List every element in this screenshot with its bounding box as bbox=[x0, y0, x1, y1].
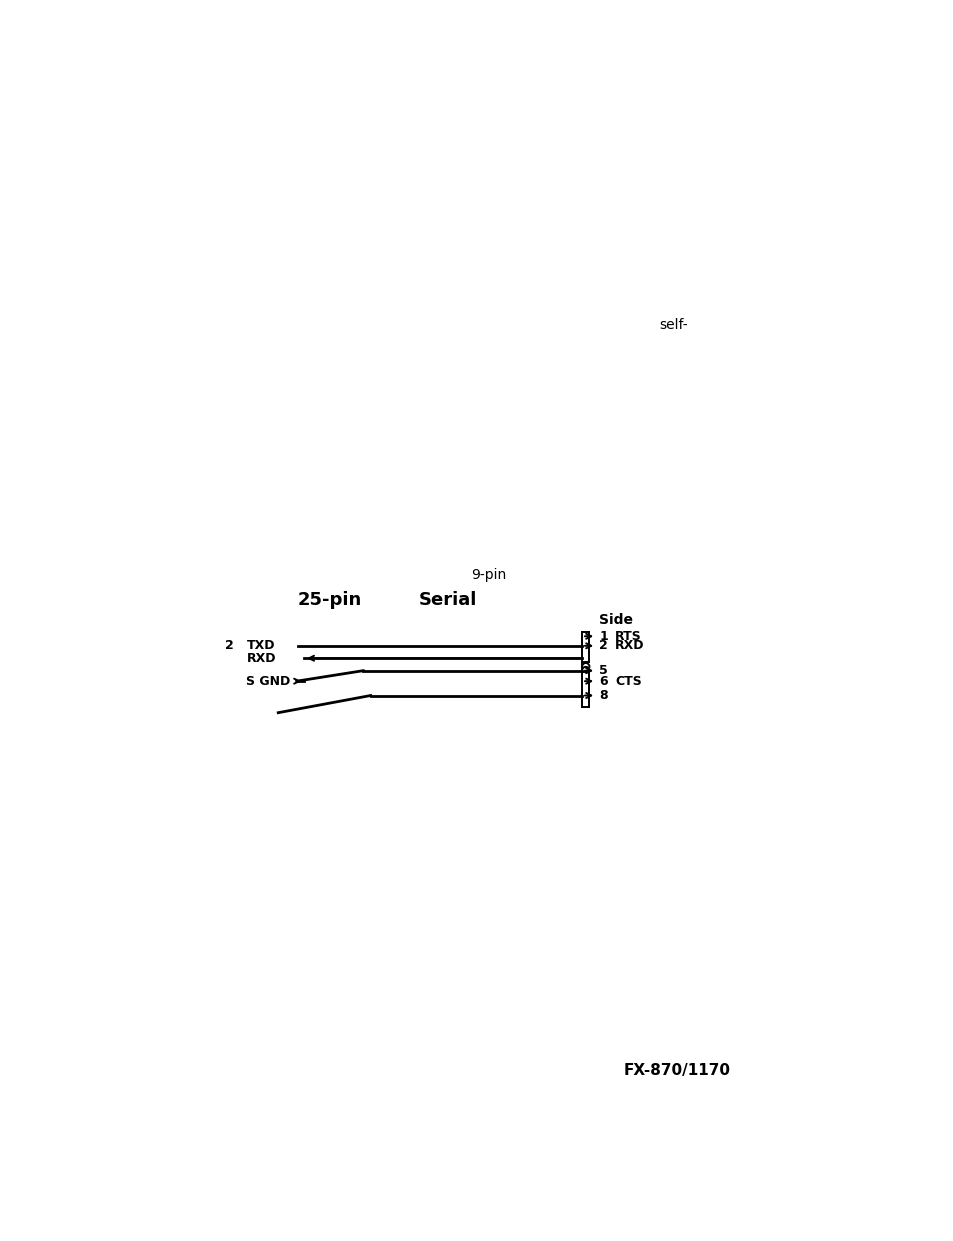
Text: 6: 6 bbox=[598, 675, 607, 688]
Text: TXD: TXD bbox=[246, 639, 274, 653]
Text: RTS: RTS bbox=[615, 629, 641, 643]
Text: Serial: Serial bbox=[418, 591, 476, 608]
Text: 5: 5 bbox=[598, 664, 607, 678]
Text: 1: 1 bbox=[598, 629, 607, 643]
Text: FX-870/1170: FX-870/1170 bbox=[623, 1062, 730, 1077]
Text: RXD: RXD bbox=[615, 639, 644, 653]
Text: 2: 2 bbox=[225, 639, 233, 653]
Text: CTS: CTS bbox=[615, 675, 641, 688]
Text: 25-pin: 25-pin bbox=[297, 591, 362, 608]
Text: Side: Side bbox=[598, 613, 633, 627]
Text: RXD: RXD bbox=[246, 652, 275, 665]
Text: S GND: S GND bbox=[246, 675, 291, 688]
Text: 8: 8 bbox=[598, 689, 607, 702]
Text: 9-pin: 9-pin bbox=[471, 568, 506, 582]
Text: self-: self- bbox=[659, 319, 687, 333]
Text: 2: 2 bbox=[598, 639, 607, 653]
